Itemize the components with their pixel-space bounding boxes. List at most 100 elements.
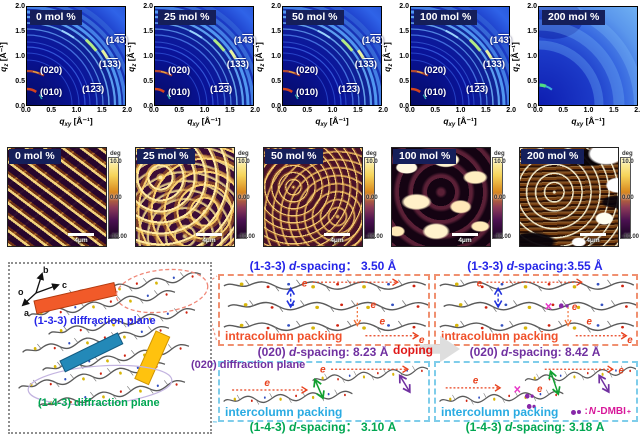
scale-bar [68,233,94,236]
axis-b-label: b [43,265,49,275]
peak-label-010: (010) [168,87,191,98]
scale-bar-label: 4μm [202,237,216,244]
peak-label-123: (123) [82,84,105,95]
qz-ticks: 2.0 1.5 1.0 0.5 0.0 [143,3,153,110]
giwaxs-panel-3: qz [Å⁻¹] 2.0 1.5 1.0 0.5 0.0 100 mol % (143)… [382,0,516,141]
d-spacing-143-doped: (1-4-3) d-spacing: 3.18 Å [465,420,605,434]
intercolumn-molecules-doped: e e × e [438,363,636,410]
afm-image: 4μm [7,147,107,247]
d-spacing-133-pristine: (1-3-3) d-spacing： 3.50 Å [249,259,397,273]
colorbar-unit: deg [366,151,377,157]
colorbar-unit: deg [110,151,121,157]
mol-percent-badge: 100 mol % [414,10,478,26]
scale-bar-label: 4μm [330,237,344,244]
afm-image: 4μm [135,147,235,247]
scale-bar [324,233,350,236]
scale-bar [196,233,222,236]
ndmbi-dot-icon [577,410,582,414]
colorbar-min: -10.00 [110,234,128,240]
blocked-path-cross: × [514,382,522,397]
giwaxs-pattern: 50 mol % (143) (133) (020) (010) (123) [282,6,384,106]
peak-label-010: (010) [40,87,63,98]
unit-cell-axes [21,272,60,307]
afm-colorbar [236,157,247,239]
d-spacing-143-pristine: (1-4-3) d-spacing： 3.10 Å [249,420,397,434]
plane-020-marker [134,330,171,386]
peak-label-143: (143) [361,35,384,46]
giwaxs-pattern: 0 mol % (143) (133) (020) (010) (123) [26,6,128,106]
colorbar-min: -10.00 [366,234,384,240]
afm-image: 4μm [391,147,491,247]
qz-ticks: 2.0 1.5 1.0 0.5 0.0 [271,3,281,110]
scale-bar-label: 4μm [74,237,88,244]
afm-panel-3: 4μm 100 mol % deg 10.0 0.00 -10.00 [384,142,512,260]
afm-image: 4μm [263,147,363,247]
electron-label: e [419,335,425,344]
peak-label-010: (010) [296,87,319,98]
intracolumn-packing-label: intracolumn packing [225,329,343,343]
intracolumn-box-doped: e × e e e intracolumn packing [434,274,638,346]
d-spacing-020-doped: (020) d-spacing: 8.42 Å [469,345,601,359]
colorbar-unit: deg [494,151,505,157]
colorbar-min: -10.00 [238,234,256,240]
peak-label-123: (123) [338,84,361,95]
intercolumn-distance-arrow [313,378,325,400]
side-chain-arrow [598,373,610,394]
giwaxs-panel-4: qz [Å⁻¹] 2.0 1.5 1.0 0.5 0.0 200 mol % 0.0 0.… [510,0,640,141]
axis-o-label: o [18,287,24,297]
colorbar-min: -10.00 [494,234,512,240]
peak-label-123: (123) [466,84,489,95]
giwaxs-panel-2: qz [Å⁻¹] 2.0 1.5 1.0 0.5 0.0 50 mol % (143) … [254,0,388,141]
scale-bar-label: 4μm [586,237,600,244]
electron-label: e [473,375,479,386]
mol-percent-badge: 100 mol % [393,149,457,165]
peak-label-020: (020) [40,65,63,76]
peak-label-143: (143) [233,35,256,46]
peak-label-143: (143) [105,35,128,46]
mol-percent-badge: 25 mol % [158,10,216,26]
d-spacing-020-pristine: (020) d-spacing: 8.23 Å [257,345,389,359]
colorbar-max: 10.0 [238,159,250,165]
colorbar-mid: 0.00 [110,195,122,201]
intercolumn-distance-arrow [548,369,561,396]
electron-label: e [537,384,543,395]
ndmbi-dot-icon [571,409,577,415]
blocked-path-cross: × [545,299,553,314]
peak-label-133: (133) [354,59,377,70]
ndmbi-cation-dot [565,304,569,308]
plane-133-marker [33,281,118,315]
colorbar-unit: deg [238,151,249,157]
giwaxs-panel-1: qz [Å⁻¹] 2.0 1.5 1.0 0.5 0.0 25 mol % (143) … [126,0,260,141]
electron-label: e [370,300,376,311]
colorbar-mid: 0.00 [622,195,634,201]
qxy-axis-label: qxy [Å⁻¹] [571,116,605,128]
intercolumn-packing-label: intercolumn packing [441,405,559,419]
ndmbi-legend: : N -DMBI + [571,407,631,417]
side-chain-arrow [398,373,411,394]
ndmbi-cation-dot [524,393,530,399]
scale-bar-label: 4μm [458,237,472,244]
electron-label: e [627,335,633,344]
electron-label: e [586,316,592,327]
afm-image: 4μm [519,147,619,247]
plane-143-marker [59,332,124,373]
qz-ticks: 2.0 1.5 1.0 0.5 0.0 [399,3,409,110]
mol-percent-badge: 50 mol % [265,149,323,165]
afm-colorbar [364,157,375,239]
peak-label-020: (020) [424,65,447,76]
crystal-structure-diagram: o b c a [17,265,209,413]
peak-label-143: (143) [489,35,512,46]
afm-panel-0: 4μm 0 mol % deg 10.0 0.00 -10.00 [0,142,128,260]
intercolumn-box-pristine: e e intercolumn packing [218,361,430,422]
qz-ticks: 2.0 1.5 1.0 0.5 0.0 [527,3,537,110]
ndmbi-cation-dot [558,303,564,309]
giwaxs-pattern: 25 mol % (143) (133) (020) (010) (123) [154,6,256,106]
electron-label: e [572,302,578,313]
peak-label-133: (133) [98,59,121,70]
afm-colorbar [108,157,119,239]
intracolumn-ellipse [115,268,209,314]
